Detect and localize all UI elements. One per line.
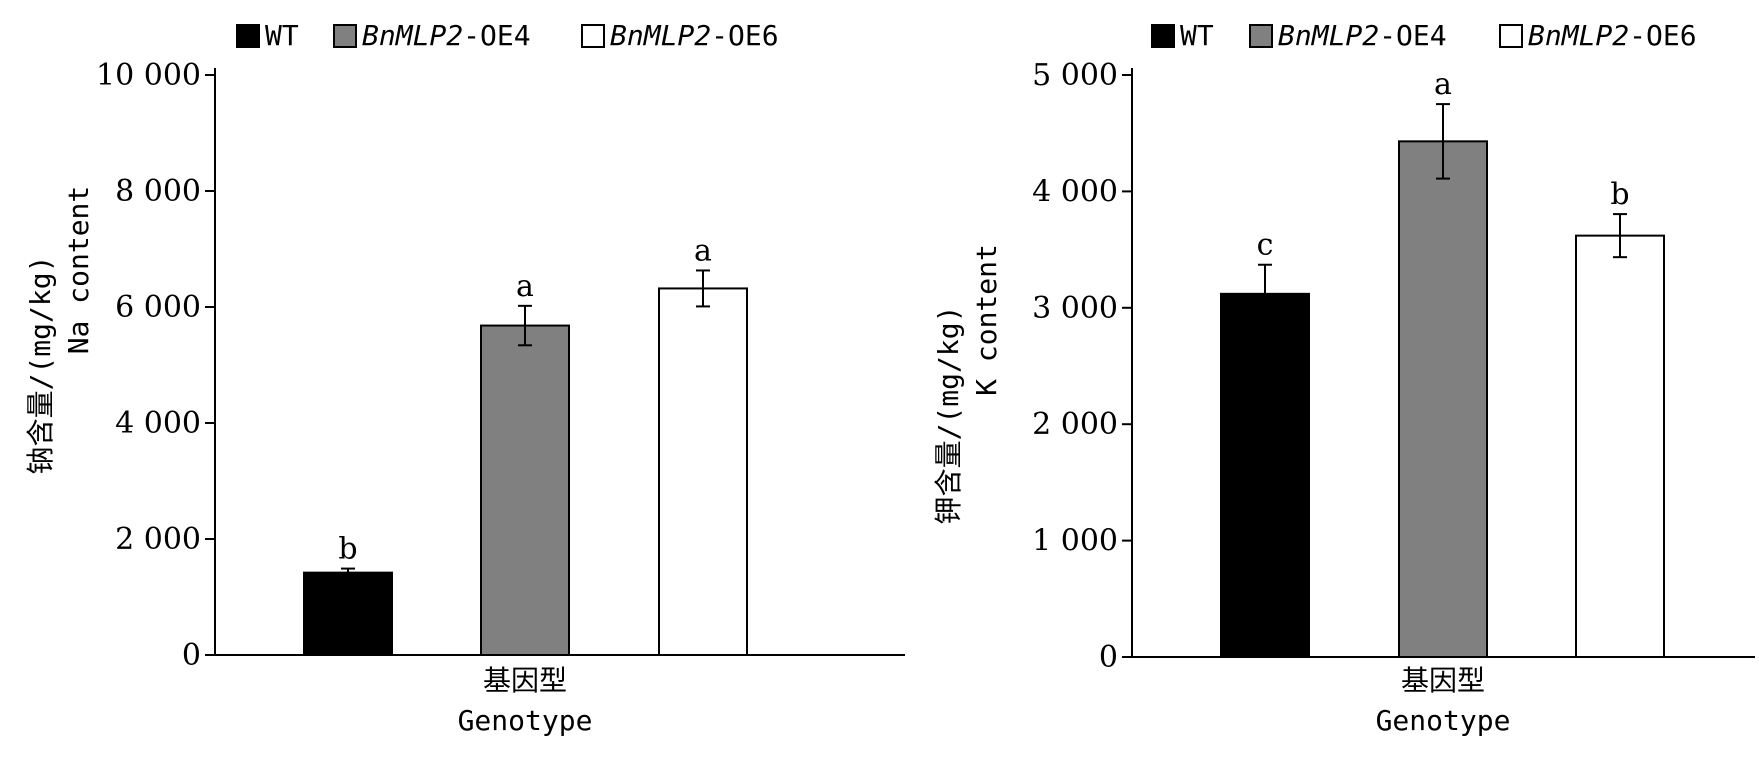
legend-swatch <box>333 24 357 48</box>
legend-label-plain: -OE6 <box>711 19 778 52</box>
x-axis-title-cn: 基因型 <box>1401 664 1485 697</box>
legend-label: BnMLP2-OE4 <box>1278 19 1447 52</box>
x-axis-title-cn: 基因型 <box>483 664 567 697</box>
legend-label-plain: -OE4 <box>1379 19 1446 52</box>
bar <box>1398 140 1488 658</box>
x-axis-title-en: Genotype <box>1376 704 1511 737</box>
y-tick-label: 3 000 <box>1032 291 1118 326</box>
bar <box>1220 292 1310 658</box>
y-tick-label: 4 000 <box>1032 174 1118 209</box>
y-axis-title-en: Na content <box>62 186 95 355</box>
legend-label-italic: BnMLP2 <box>362 19 463 52</box>
legend-swatch <box>1249 24 1273 48</box>
significance-label: c <box>1257 228 1274 263</box>
y-tick-label: 8 000 <box>115 174 201 209</box>
legend-swatch <box>1499 24 1523 48</box>
y-tick-label: 5 000 <box>1032 58 1118 93</box>
bar <box>303 571 393 657</box>
legend-label-plain: WT <box>265 19 299 52</box>
significance-label: b <box>338 532 357 567</box>
legend-label: WT <box>1180 19 1214 52</box>
y-tick-label: 4 000 <box>115 406 201 441</box>
bar <box>1575 234 1665 659</box>
bar <box>658 287 748 656</box>
legend-label: WT <box>265 19 299 52</box>
legend-label-italic: BnMLP2 <box>610 19 711 52</box>
y-tick-label: 1 000 <box>1032 524 1118 559</box>
y-tick-label: 0 <box>1099 640 1118 675</box>
legend-entry: BnMLP2-OE4 <box>333 19 531 52</box>
bar <box>480 324 570 656</box>
x-axis-title-en: Genotype <box>458 704 593 737</box>
legend-label-italic: BnMLP2 <box>1278 19 1379 52</box>
legend-entry: BnMLP2-OE4 <box>1249 19 1447 52</box>
legend-swatch <box>581 24 605 48</box>
legend-label: BnMLP2-OE4 <box>362 19 531 52</box>
y-tick-label: 2 000 <box>115 522 201 557</box>
y-tick-label: 0 <box>182 638 201 673</box>
legend-swatch <box>236 24 260 48</box>
significance-label: a <box>1434 67 1452 102</box>
legend-label: BnMLP2-OE6 <box>1528 19 1697 52</box>
legend-label: BnMLP2-OE6 <box>610 19 779 52</box>
legend-entry: WT <box>1151 19 1214 52</box>
significance-label: a <box>694 233 712 268</box>
significance-label: b <box>1610 177 1629 212</box>
legend-label-plain: -OE6 <box>1629 19 1696 52</box>
y-tick-label: 10 000 <box>96 58 201 93</box>
legend: WT BnMLP2-OE4 BnMLP2-OE6 <box>1151 19 1697 52</box>
legend-label-italic: BnMLP2 <box>1528 19 1629 52</box>
legend-label-plain: -OE4 <box>463 19 530 52</box>
legend-entry: BnMLP2-OE6 <box>581 19 779 52</box>
y-tick-label: 2 000 <box>1032 407 1118 442</box>
legend-label-plain: WT <box>1180 19 1214 52</box>
significance-label: a <box>516 269 534 304</box>
y-axis-title-cn: 钠含量/(mg/kg) <box>24 256 57 475</box>
y-axis-title-en: K content <box>970 244 1003 396</box>
y-tick-label: 6 000 <box>115 290 201 325</box>
legend-entry: BnMLP2-OE6 <box>1499 19 1697 52</box>
legend: WT BnMLP2-OE4 BnMLP2-OE6 <box>236 19 779 52</box>
legend-entry: WT <box>236 19 299 52</box>
legend-swatch <box>1151 24 1175 48</box>
y-axis-title-cn: 钾含量/(mg/kg) <box>932 306 965 525</box>
